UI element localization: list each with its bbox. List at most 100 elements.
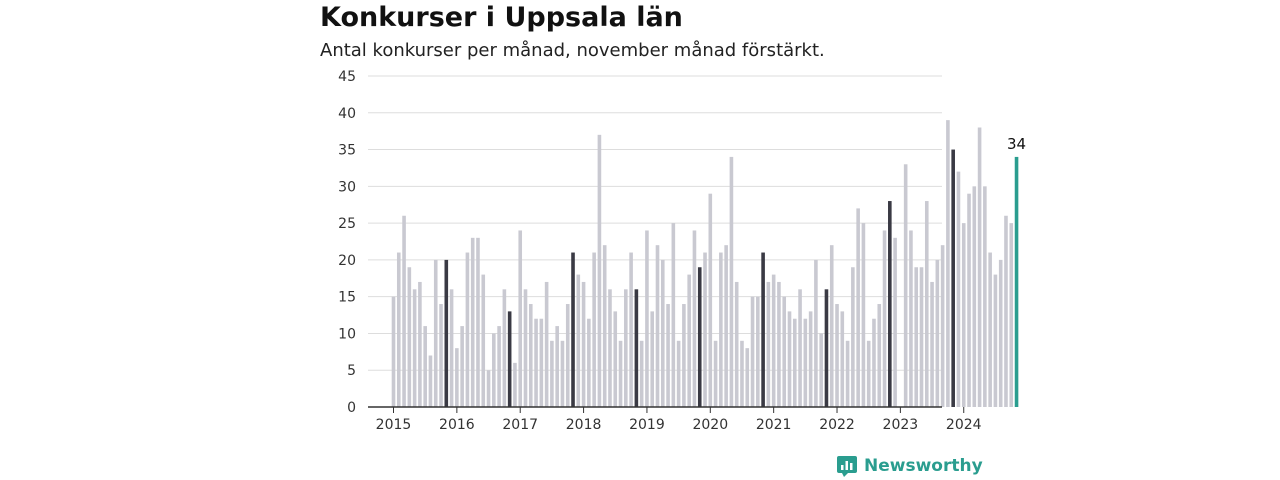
- bar: [660, 259, 665, 407]
- bar: [497, 326, 501, 407]
- bar: [998, 259, 1003, 407]
- bar: [756, 296, 760, 407]
- bar: [682, 304, 686, 407]
- bar: [455, 348, 459, 407]
- x-tick-label: 2022: [819, 417, 855, 433]
- bar: [719, 252, 723, 407]
- bar: [956, 171, 961, 407]
- bar: [782, 296, 787, 407]
- bar: [803, 318, 808, 407]
- bar: [845, 340, 850, 407]
- bar: [703, 252, 707, 407]
- bar: [914, 267, 919, 407]
- newsworthy-logo: Newsworthy: [836, 455, 983, 477]
- bar: [528, 304, 533, 407]
- current-value-label: 34: [1007, 135, 1026, 153]
- bar: [893, 237, 897, 407]
- bar: [560, 340, 565, 407]
- y-tick-label: 25: [338, 216, 356, 232]
- bar: [565, 304, 570, 407]
- newsworthy-icon: [837, 456, 857, 477]
- bar: [840, 311, 845, 407]
- bar: [851, 267, 855, 407]
- bar: [750, 296, 755, 407]
- bar: [808, 311, 813, 407]
- bar: [866, 340, 871, 407]
- bar: [481, 274, 486, 407]
- bar: [418, 281, 422, 407]
- bar: [983, 186, 987, 407]
- bar: [771, 274, 776, 407]
- bar: [1009, 223, 1014, 407]
- bar: [961, 223, 966, 407]
- bar: [882, 230, 887, 407]
- bar-highlight: [571, 252, 575, 407]
- bar: [407, 267, 412, 407]
- bar: [460, 326, 464, 407]
- bar: [428, 355, 433, 407]
- bar: [734, 281, 739, 407]
- bar-highlight: [444, 259, 449, 407]
- bar: [972, 186, 977, 407]
- brand-name: Newsworthy: [864, 456, 983, 476]
- x-tick-label: 2017: [502, 417, 538, 433]
- bar: [486, 370, 491, 407]
- bar: [523, 289, 528, 407]
- bar: [465, 252, 470, 407]
- bar: [724, 245, 728, 407]
- bar: [930, 281, 934, 407]
- bar: [856, 208, 860, 407]
- bar: [396, 252, 401, 407]
- bar: [555, 326, 559, 407]
- bar: [792, 318, 797, 407]
- bar: [946, 120, 950, 407]
- bar: [608, 289, 612, 407]
- bar: [539, 318, 544, 407]
- bar: [993, 274, 998, 407]
- bar: [423, 326, 427, 407]
- y-tick-label: 5: [347, 363, 356, 379]
- bar: [402, 215, 406, 407]
- bar: [777, 281, 781, 407]
- bar: [924, 201, 929, 407]
- bar-highlight: [951, 149, 955, 408]
- x-tick-label: 2016: [439, 417, 475, 433]
- bar-highlight: [761, 252, 765, 407]
- y-tick-label: 40: [338, 106, 356, 122]
- bar-highlight: [824, 289, 829, 407]
- bar: [861, 223, 866, 407]
- bar: [676, 340, 681, 407]
- bar: [666, 304, 670, 407]
- bar-current: [1014, 156, 1019, 407]
- bar: [967, 193, 971, 407]
- bar: [687, 274, 691, 407]
- bar: [877, 304, 882, 407]
- bar: [940, 245, 945, 407]
- bar: [798, 289, 802, 407]
- bar: [534, 318, 538, 407]
- bar: [518, 230, 523, 407]
- bar: [835, 304, 839, 407]
- bar: [391, 296, 396, 407]
- bar: [829, 245, 834, 407]
- bar: [433, 259, 438, 407]
- x-tick-label: 2023: [883, 417, 919, 433]
- bar: [629, 252, 633, 407]
- x-tick-label: 2018: [566, 417, 602, 433]
- bar: [671, 223, 676, 407]
- bar: [602, 245, 607, 407]
- bar: [412, 289, 417, 407]
- chart-title: Konkurser i Uppsala län: [320, 2, 683, 33]
- bar: [740, 340, 744, 407]
- bar: [502, 289, 507, 407]
- y-tick-label: 35: [338, 143, 356, 159]
- bar: [819, 333, 823, 407]
- bar-highlight: [507, 311, 512, 407]
- bar-highlight: [888, 201, 892, 407]
- bar: [655, 245, 660, 407]
- bar: [977, 127, 982, 407]
- y-tick-label: 30: [338, 179, 356, 195]
- bar: [449, 289, 454, 407]
- bar: [909, 230, 913, 407]
